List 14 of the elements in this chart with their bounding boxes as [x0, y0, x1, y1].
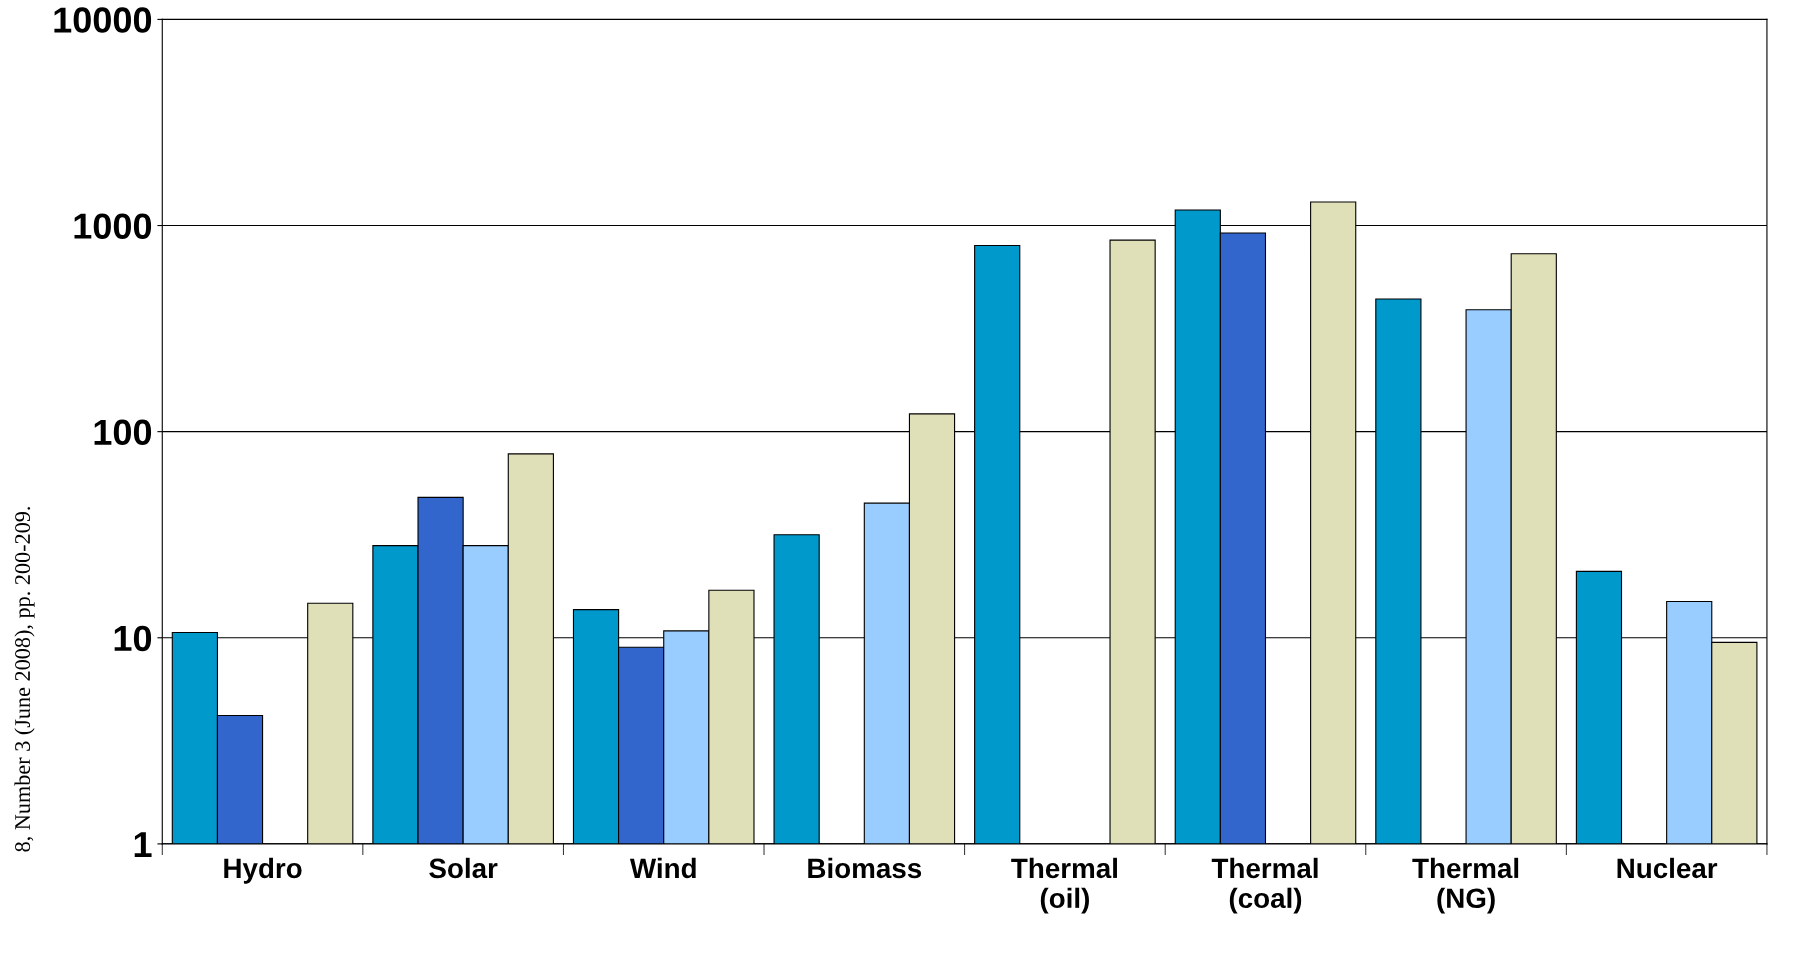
x-tick-label: Thermal (NG) — [1412, 857, 1519, 914]
x-tick-label: Nuclear — [1617, 857, 1718, 879]
y-tick-label: 10000 — [54, 7, 152, 33]
x-tick-label: Wind — [629, 857, 696, 879]
x-tick-label: Solar — [429, 857, 498, 879]
x-tick-label: Thermal (oil) — [1011, 857, 1117, 914]
x-tick-label: Hydro — [224, 857, 302, 884]
y-tick-label: 1000 — [74, 213, 152, 239]
x-tick-label: Thermal (coal) — [1211, 857, 1318, 914]
text: 8, Number 3 (June 2008), pp. 200-209. — [14, 507, 35, 852]
y-tick-label: 100 — [94, 419, 152, 446]
y-tick-label: 1 — [134, 832, 152, 857]
x-tick-label: Biomass — [808, 857, 922, 879]
y-tick-label: 10 — [114, 625, 152, 652]
